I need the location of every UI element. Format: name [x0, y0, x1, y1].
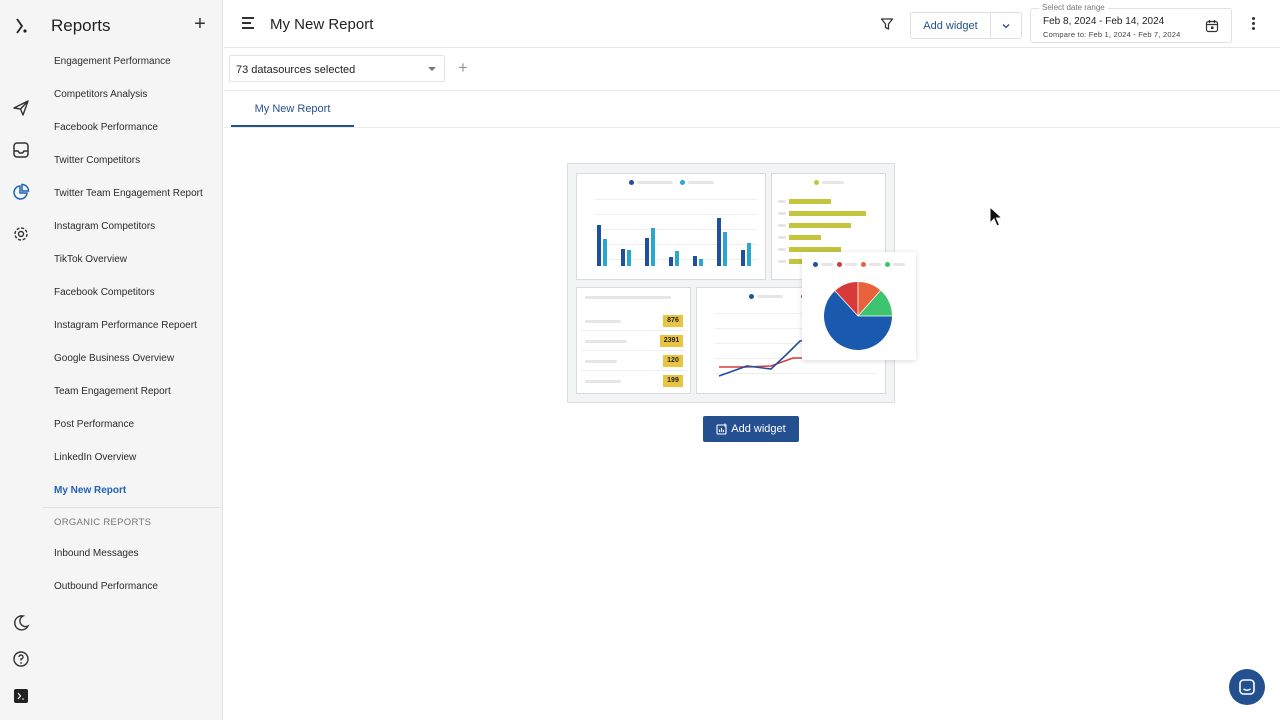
- inbox-icon[interactable]: [10, 139, 32, 161]
- illustration-number-badge: 120: [663, 355, 683, 367]
- reports-icon[interactable]: [10, 181, 32, 203]
- add-widget-split-button: Add widget: [910, 12, 1022, 39]
- more-options-icon[interactable]: [1250, 17, 1256, 33]
- illustration-pie-chart-card: [802, 252, 916, 360]
- illustration-number-badge: 2391: [660, 335, 683, 347]
- sidebar-item-facebook-competitors[interactable]: Facebook Competitors: [54, 287, 155, 298]
- sidebar-item-engagement-performance[interactable]: Engagement Performance: [54, 56, 171, 67]
- date-range-caption: Select date range: [1039, 3, 1108, 12]
- illustration-bar-chart-card: [576, 173, 766, 280]
- add-datasource-button[interactable]: +: [458, 58, 468, 77]
- chevron-down-icon[interactable]: [991, 13, 1021, 38]
- sidebar-title: Reports: [51, 16, 111, 35]
- report-tabs: My New Report: [224, 92, 1280, 128]
- reports-sidebar: Reports + Engagement Performance Competi…: [42, 0, 223, 720]
- illustration-number-list-card: 876 2391 120 199: [576, 287, 691, 394]
- settings-icon[interactable]: [10, 223, 32, 245]
- sidebar-item-twitter-competitors[interactable]: Twitter Competitors: [54, 155, 141, 166]
- sidebar-item-instagram-competitors[interactable]: Instagram Competitors: [54, 221, 156, 232]
- date-range-value: Feb 8, 2024 - Feb 14, 2024: [1043, 16, 1165, 27]
- logo-icon[interactable]: [10, 15, 32, 37]
- sidebar-item-outbound-performance[interactable]: Outbound Performance: [54, 581, 158, 592]
- datasource-select[interactable]: 73 datasources selected: [229, 55, 445, 82]
- page-title: My New Report: [270, 16, 374, 33]
- datasource-bar: 73 datasources selected +: [224, 49, 1280, 91]
- add-widget-button-label: Add widget: [731, 423, 786, 435]
- top-header: My New Report Add widget Select date ran…: [224, 0, 1280, 48]
- send-icon[interactable]: [10, 97, 32, 119]
- sidebar-item-competitors-analysis[interactable]: Competitors Analysis: [54, 89, 148, 100]
- sidebar-section-heading: ORGANIC REPORTS: [54, 517, 152, 528]
- sidebar-item-tiktok-overview[interactable]: TikTok Overview: [54, 254, 127, 265]
- sidebar-item-facebook-performance[interactable]: Facebook Performance: [54, 122, 158, 133]
- date-range-picker[interactable]: Select date range Feb 8, 2024 - Feb 14, …: [1030, 3, 1232, 43]
- sidebar-item-twitter-team-engagement[interactable]: Twitter Team Engagement Report: [54, 188, 203, 199]
- sidebar-item-team-engagement-report[interactable]: Team Engagement Report: [54, 386, 171, 397]
- sidebar-item-inbound-messages[interactable]: Inbound Messages: [54, 548, 139, 559]
- illustration-number-badge: 199: [663, 375, 683, 387]
- sidebar-item-linkedin-overview[interactable]: LinkedIn Overview: [54, 452, 137, 463]
- sidebar-item-post-performance[interactable]: Post Performance: [54, 419, 135, 430]
- illustration-number-badge: 876: [663, 315, 683, 327]
- help-icon[interactable]: [10, 648, 32, 670]
- datasource-select-value: 73 datasources selected: [236, 64, 356, 76]
- caret-down-icon: [428, 67, 436, 71]
- add-widget-header-button[interactable]: Add widget: [911, 13, 991, 38]
- moon-icon[interactable]: [10, 612, 32, 634]
- filter-icon[interactable]: [880, 17, 894, 31]
- illustration-pie-svg: [824, 281, 892, 350]
- icon-rail: [0, 0, 42, 720]
- chat-support-button[interactable]: [1229, 669, 1265, 705]
- mouse-cursor-icon: [989, 206, 1003, 227]
- calendar-icon: [1205, 19, 1219, 33]
- add-widget-button[interactable]: Add widget: [703, 416, 799, 442]
- chat-icon: [1239, 679, 1255, 695]
- compare-range-value: Compare to: Feb 1, 2024 - Feb 7, 2024: [1043, 30, 1181, 39]
- empty-dashboard-illustration: 876 2391 120 199: [567, 163, 916, 403]
- sidebar-item-google-business-overview[interactable]: Google Business Overview: [54, 353, 175, 364]
- sidebar-divider: [42, 507, 223, 508]
- terminal-icon[interactable]: [10, 685, 32, 707]
- hamburger-menu-icon[interactable]: [242, 17, 254, 31]
- add-report-button[interactable]: +: [194, 13, 206, 35]
- sidebar-item-instagram-performance[interactable]: Instagram Performance Repoert: [54, 320, 197, 331]
- add-chart-icon: [716, 423, 727, 435]
- sidebar-item-my-new-report[interactable]: My New Report: [54, 485, 127, 496]
- tab-my-new-report[interactable]: My New Report: [231, 92, 354, 127]
